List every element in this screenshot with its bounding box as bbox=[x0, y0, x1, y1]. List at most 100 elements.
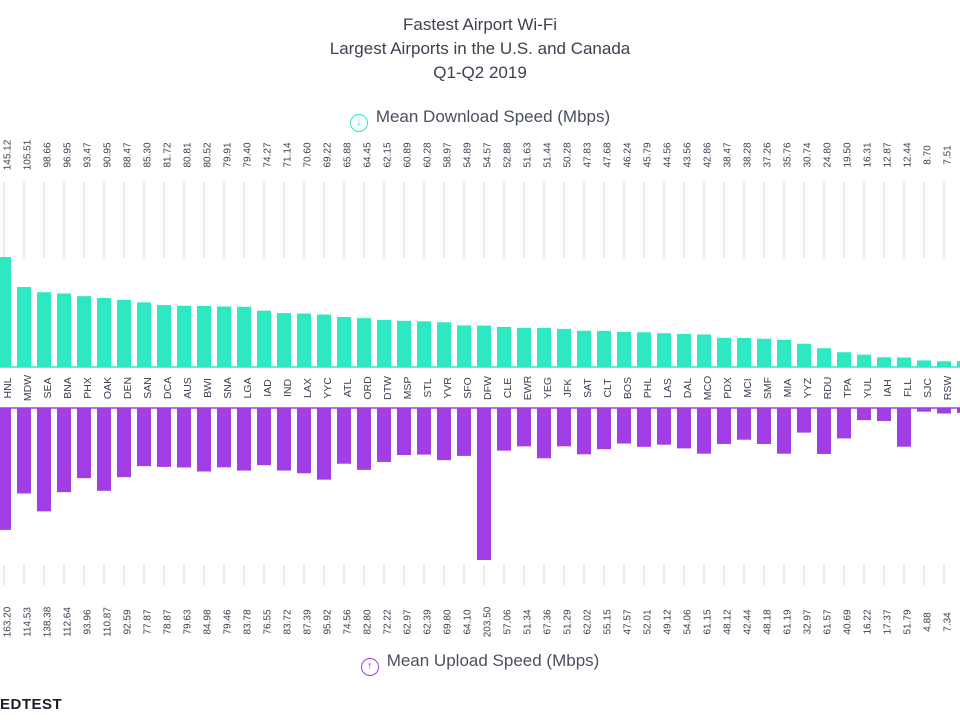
download-value-label: 38.47 bbox=[723, 142, 734, 167]
upload-value-label: 61.15 bbox=[703, 609, 714, 634]
upload-bar-stl bbox=[417, 408, 431, 455]
upload-bar-msy bbox=[957, 408, 960, 413]
category-label-dfw: DFW bbox=[482, 376, 494, 400]
upload-value-label: 110.87 bbox=[103, 607, 114, 637]
upload-value-label: 16.22 bbox=[863, 609, 874, 634]
upload-value-label: 74.56 bbox=[343, 609, 354, 634]
upload-bar-smf bbox=[757, 408, 771, 444]
category-label-yyc: YYC bbox=[322, 377, 334, 399]
download-bar-mco bbox=[697, 334, 711, 367]
download-value-label: 45.79 bbox=[643, 142, 654, 167]
category-label-lga: LGA bbox=[242, 377, 254, 398]
download-bar-msp bbox=[397, 320, 411, 367]
download-bar-tpa bbox=[837, 352, 851, 367]
upload-bar-sjc bbox=[917, 408, 931, 412]
category-label-tpa: TPA bbox=[842, 378, 854, 398]
download-bar-fll bbox=[897, 357, 911, 367]
upload-legend-label: Mean Upload Speed (Mbps) bbox=[386, 651, 600, 670]
download-value-label: 79.91 bbox=[223, 142, 234, 167]
category-label-rsw: RSW bbox=[942, 376, 954, 401]
category-label-sjc: SJC bbox=[922, 378, 934, 398]
category-label-atl: ATL bbox=[342, 379, 354, 398]
download-value-label: 70.60 bbox=[303, 142, 314, 167]
download-bar-stl bbox=[417, 321, 431, 367]
upload-value-label: 114.53 bbox=[23, 607, 34, 637]
download-bar-sjc bbox=[917, 360, 931, 367]
upload-bar-msp bbox=[397, 408, 411, 456]
upload-bar-cle bbox=[497, 408, 511, 451]
download-value-label: 12.44 bbox=[903, 142, 914, 167]
download-value-label: 96.95 bbox=[63, 142, 74, 167]
download-value-label: 62.15 bbox=[383, 142, 394, 167]
download-value-label: 105.51 bbox=[23, 139, 34, 170]
category-label-hnl: HNL bbox=[2, 377, 14, 398]
upload-value-label: 67.36 bbox=[543, 609, 554, 634]
arrow-up-circle-icon: ↑ bbox=[360, 658, 379, 676]
download-bar-pdx bbox=[717, 337, 731, 367]
upload-bar-rsw bbox=[937, 408, 951, 414]
upload-value-label: 54.06 bbox=[683, 609, 694, 634]
download-bar-mci bbox=[737, 337, 751, 367]
download-value-label: 16.31 bbox=[863, 142, 874, 167]
upload-value-label: 4.88 bbox=[923, 612, 934, 632]
upload-value-label: 51.29 bbox=[563, 609, 574, 634]
category-label-den: DEN bbox=[122, 377, 134, 399]
category-label-cle: CLE bbox=[502, 378, 514, 398]
download-bar-phx bbox=[77, 296, 91, 367]
download-bar-bos bbox=[617, 331, 631, 367]
upload-value-label: 83.72 bbox=[283, 609, 294, 634]
chart-title-line2: Largest Airports in the U.S. and Canada bbox=[329, 39, 631, 58]
upload-bar-bos bbox=[617, 408, 631, 444]
download-bar-cle bbox=[497, 326, 511, 367]
category-label-phx: PHX bbox=[82, 377, 94, 399]
download-value-label: 35.76 bbox=[783, 142, 794, 167]
download-bar-smf bbox=[757, 338, 771, 367]
upload-bar-san bbox=[137, 408, 151, 467]
download-value-label: 19.50 bbox=[843, 142, 854, 167]
download-bar-oak bbox=[97, 298, 111, 367]
download-bar-lga bbox=[237, 306, 251, 367]
download-bar-rdu bbox=[817, 348, 831, 367]
upload-value-label: 79.46 bbox=[223, 609, 234, 634]
category-label-yeg: YEG bbox=[542, 377, 554, 399]
category-label-yul: YUL bbox=[862, 378, 874, 399]
upload-bar-mco bbox=[697, 408, 711, 454]
upload-value-label: 95.92 bbox=[323, 609, 334, 634]
download-bar-iah bbox=[877, 357, 891, 367]
category-label-mdw: MDW bbox=[22, 375, 34, 401]
download-bar-ord bbox=[357, 318, 371, 367]
upload-value-label: 69.80 bbox=[443, 609, 454, 634]
download-value-label: 30.74 bbox=[803, 142, 814, 167]
upload-bar-yul bbox=[857, 408, 871, 421]
upload-bar-bna bbox=[57, 408, 71, 493]
upload-legend: ↑ Mean Upload Speed (Mbps) bbox=[0, 651, 960, 676]
download-bar-phl bbox=[637, 332, 651, 367]
download-bar-mia bbox=[777, 339, 791, 367]
upload-bar-dfw bbox=[477, 408, 491, 560]
download-value-label: 98.66 bbox=[43, 142, 54, 167]
upload-bar-dal bbox=[677, 408, 691, 449]
download-bar-msy bbox=[957, 361, 960, 367]
category-label-iad: IAD bbox=[262, 379, 274, 397]
upload-value-label: 62.39 bbox=[423, 609, 434, 634]
upload-value-label: 61.19 bbox=[783, 609, 794, 634]
download-value-label: 58.97 bbox=[443, 142, 454, 167]
upload-bar-yyz bbox=[797, 408, 811, 433]
category-label-sfo: SFO bbox=[462, 377, 474, 399]
download-bar-jfk bbox=[557, 328, 571, 367]
category-label-dal: DAL bbox=[682, 378, 694, 399]
download-bar-yul bbox=[857, 354, 871, 367]
download-bar-dfw bbox=[477, 325, 491, 367]
upload-value-label: 48.12 bbox=[723, 609, 734, 634]
category-label-sna: SNA bbox=[222, 377, 234, 399]
upload-bar-yeg bbox=[537, 408, 551, 459]
download-bar-ewr bbox=[517, 327, 531, 367]
upload-value-label: 55.15 bbox=[603, 609, 614, 634]
category-label-yyz: YYZ bbox=[802, 377, 814, 398]
download-bar-dtw bbox=[377, 319, 391, 367]
download-value-label: 12.87 bbox=[883, 142, 894, 167]
download-value-label: 46.24 bbox=[623, 142, 634, 167]
download-bar-lax bbox=[297, 313, 311, 367]
category-label-dca: DCA bbox=[162, 377, 174, 399]
